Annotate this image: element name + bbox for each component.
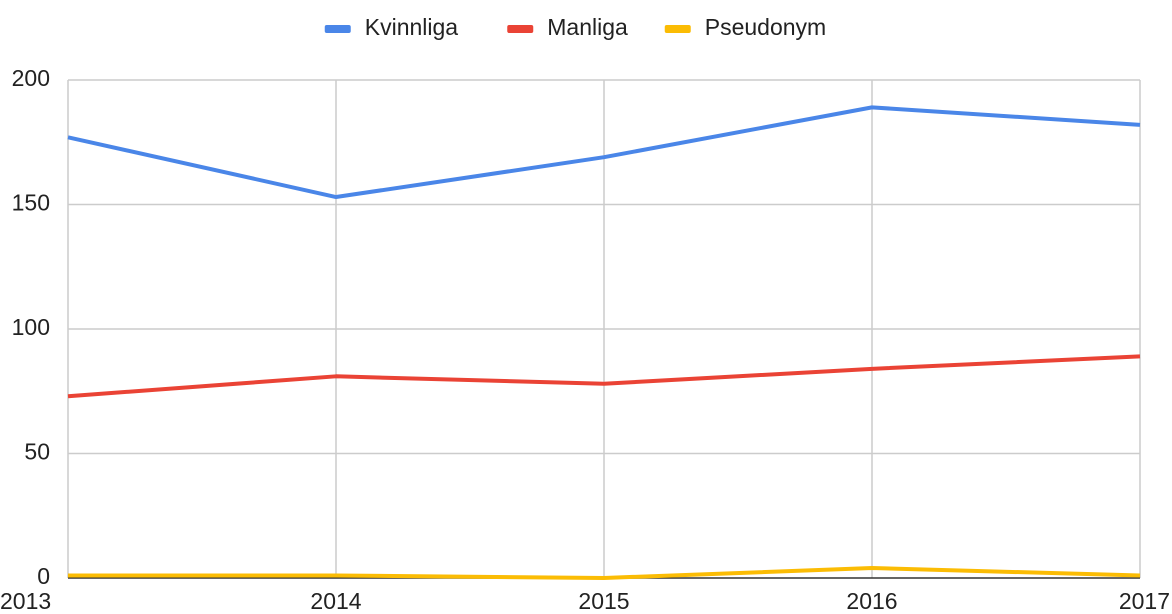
x-tick-label: 2015 xyxy=(578,588,629,614)
legend-label: Kvinnliga xyxy=(365,14,459,40)
y-tick-label: 200 xyxy=(12,65,50,91)
x-tick-label: 2017 xyxy=(1119,588,1170,614)
line-series xyxy=(68,566,1141,580)
legend-label: Manliga xyxy=(547,14,628,40)
legend-label: Pseudonym xyxy=(705,14,826,40)
x-tick-label: 2016 xyxy=(846,588,897,614)
y-tick-label: 150 xyxy=(12,190,50,216)
line-series xyxy=(67,354,1141,399)
legend-swatch xyxy=(664,25,691,33)
y-tick-label: 100 xyxy=(12,314,50,340)
x-tick-label: 2013 xyxy=(0,588,51,614)
y-tick-label: 0 xyxy=(37,563,50,589)
y-tick-label: 50 xyxy=(24,439,50,465)
x-tick-label: 2014 xyxy=(310,588,361,614)
legend-swatch xyxy=(324,25,351,33)
line-series xyxy=(67,105,1141,200)
legend-swatch xyxy=(507,25,534,33)
